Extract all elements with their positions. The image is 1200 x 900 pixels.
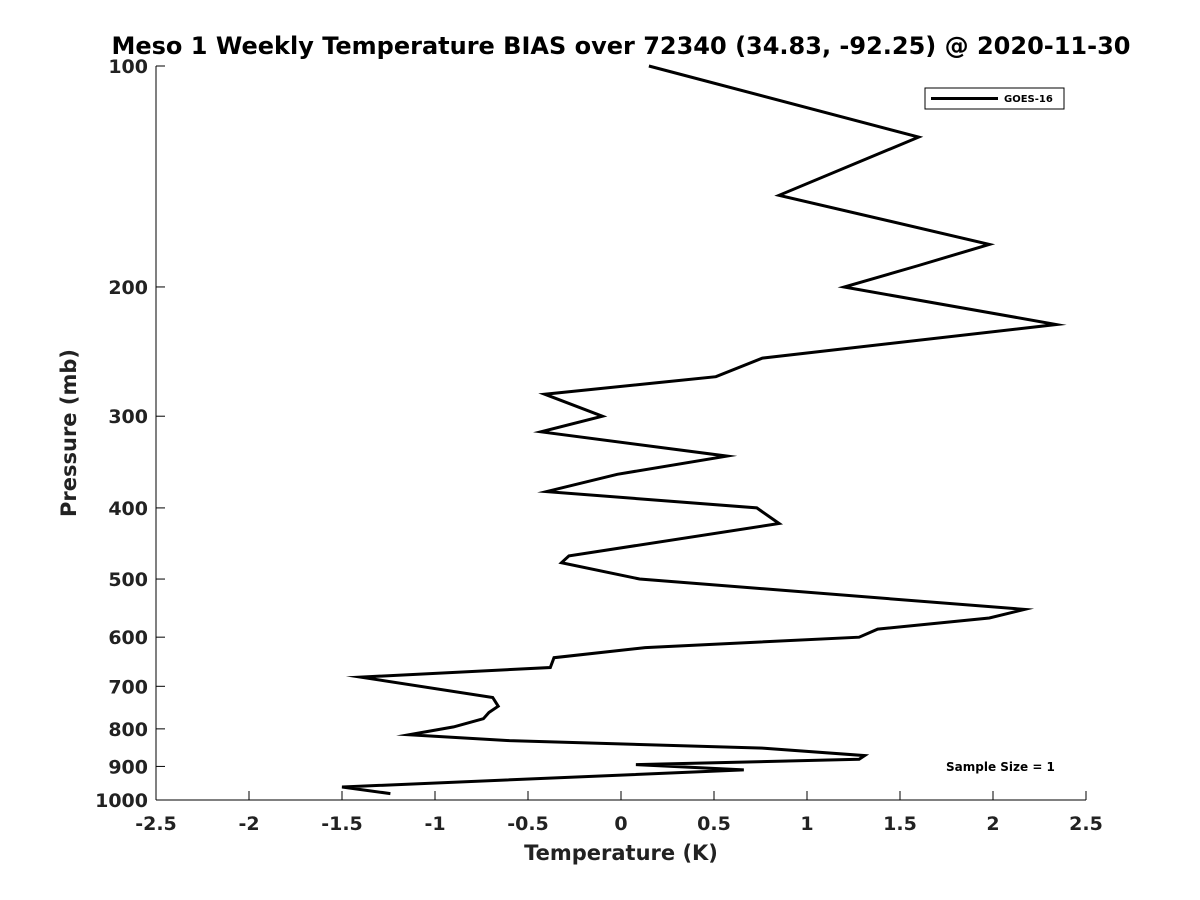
x-tick-label: 2	[986, 813, 999, 835]
y-axis-ticks: 100 200 300 400 500 600 700 800 900 1000	[95, 56, 165, 812]
y-tick-label: 1000	[95, 790, 148, 812]
axes	[155, 66, 1086, 801]
legend-label-goes-16: GOES-16	[1004, 94, 1053, 105]
y-tick-label: 500	[108, 569, 148, 591]
y-tick-label: 600	[108, 627, 148, 649]
x-tick-label: -2.5	[135, 813, 177, 835]
x-axis-ticks: -2.5 -2 -1.5 -1 -0.5 0 0.5 1 1.5 2 2.5	[135, 791, 1103, 835]
y-tick-label: 200	[108, 277, 148, 299]
series-line-goes-16	[341, 64, 1067, 796]
x-tick-label: 2.5	[1069, 813, 1103, 835]
y-tick-label: 100	[108, 56, 148, 78]
y-axis-label: Pressure (mb)	[57, 349, 81, 517]
x-tick-label: 1	[800, 813, 813, 835]
x-tick-label: 1.5	[883, 813, 917, 835]
x-tick-label: -1.5	[321, 813, 363, 835]
x-tick-label: 0	[614, 813, 627, 835]
y-tick-label: 900	[108, 756, 148, 778]
y-tick-label: 700	[108, 676, 148, 698]
series-layer	[341, 64, 1067, 796]
y-tick-label: 300	[108, 406, 148, 428]
sample-size-annotation: Sample Size = 1	[946, 760, 1055, 774]
x-tick-label: -0.5	[507, 813, 549, 835]
x-tick-label: -1	[424, 813, 445, 835]
chart-title: Meso 1 Weekly Temperature BIAS over 7234…	[111, 32, 1130, 60]
y-tick-label: 800	[108, 719, 148, 741]
y-tick-label: 400	[108, 498, 148, 520]
x-axis-label: Temperature (K)	[524, 841, 718, 865]
legend: GOES-16	[924, 87, 1065, 110]
x-tick-label: -2	[238, 813, 259, 835]
x-tick-label: 0.5	[697, 813, 731, 835]
